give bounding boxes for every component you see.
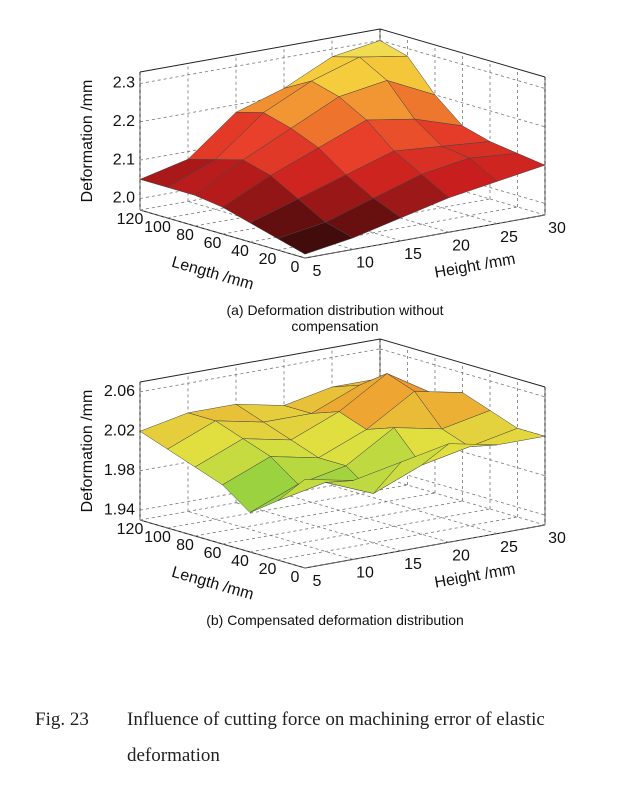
z-tick-label: 2.06 — [104, 383, 135, 400]
grid-line — [167, 484, 408, 529]
y-tick-label: 60 — [204, 235, 222, 252]
subcaption: (b) Compensated deformation distribution — [206, 612, 464, 628]
x-tick-label: 10 — [356, 255, 374, 272]
y-tick-label: 80 — [176, 537, 194, 554]
x-tick-label: 30 — [548, 220, 566, 237]
grid-line — [304, 214, 546, 259]
z-tick-label: 1.94 — [104, 501, 135, 518]
axis-line — [139, 28, 381, 73]
x-tick-label: 15 — [404, 556, 422, 573]
subcaption: (a) Deformation distribution without com… — [226, 302, 444, 334]
y-tick-label: 40 — [231, 553, 249, 570]
grid-line — [139, 40, 381, 84]
y-tick-label: 100 — [144, 529, 171, 546]
grid-line — [277, 206, 518, 251]
y-tick-label: 120 — [117, 211, 144, 228]
grid-line — [139, 348, 381, 393]
x-tick-label: 30 — [548, 530, 566, 547]
x-tick-label: 10 — [356, 565, 374, 582]
y-tick-label: 40 — [231, 243, 249, 260]
z-axis-label: Deformation /mm — [79, 390, 96, 513]
grid-line — [249, 508, 491, 553]
x-tick-label: 20 — [452, 547, 470, 564]
figure-caption: Influence of cutting force on machining … — [127, 709, 545, 766]
x-tick-label: 20 — [452, 237, 470, 254]
x-axis-label: Height /mm — [433, 251, 517, 282]
x-tick-label: 25 — [500, 539, 518, 556]
y-tick-label: 120 — [117, 521, 144, 538]
surface-patch — [331, 40, 409, 58]
y-tick-label: 80 — [176, 227, 194, 244]
grid-line — [379, 466, 546, 516]
figure: 2.02.12.22.351015202530020406080100120De… — [79, 28, 566, 604]
x-tick-label: 15 — [404, 246, 422, 263]
x-tick-label: 5 — [313, 263, 322, 280]
y-tick-label: 100 — [144, 219, 171, 236]
y-tick-label: 60 — [204, 545, 222, 562]
z-tick-label: 2.3 — [113, 75, 135, 92]
grid-line — [331, 485, 498, 534]
x-axis-label: Height /mm — [433, 561, 517, 592]
figure-label: Fig. 23 — [35, 709, 89, 730]
z-tick-label: 2.0 — [113, 190, 135, 207]
z-tick-label: 1.98 — [104, 462, 135, 479]
y-tick-label: 20 — [259, 251, 277, 268]
grid-line — [194, 492, 436, 537]
grid-line — [304, 524, 546, 569]
z-tick-label: 2.1 — [113, 151, 135, 168]
z-axis-label: Deformation /mm — [79, 80, 96, 203]
grid-line — [222, 500, 463, 545]
y-tick-label: 20 — [259, 561, 277, 578]
axis-line — [379, 28, 546, 78]
grid-line — [277, 516, 518, 561]
x-tick-label: 5 — [313, 573, 322, 590]
grid-line — [379, 78, 546, 128]
axis-line — [139, 338, 381, 383]
y-tick-label: 0 — [291, 569, 300, 586]
z-tick-label: 2.2 — [113, 113, 135, 130]
axis-line — [379, 338, 546, 388]
surface-patch — [276, 221, 354, 255]
z-tick-label: 2.02 — [104, 423, 135, 440]
surface-patch — [277, 479, 354, 502]
y-tick-label: 0 — [291, 259, 300, 276]
x-tick-label: 25 — [500, 229, 518, 246]
